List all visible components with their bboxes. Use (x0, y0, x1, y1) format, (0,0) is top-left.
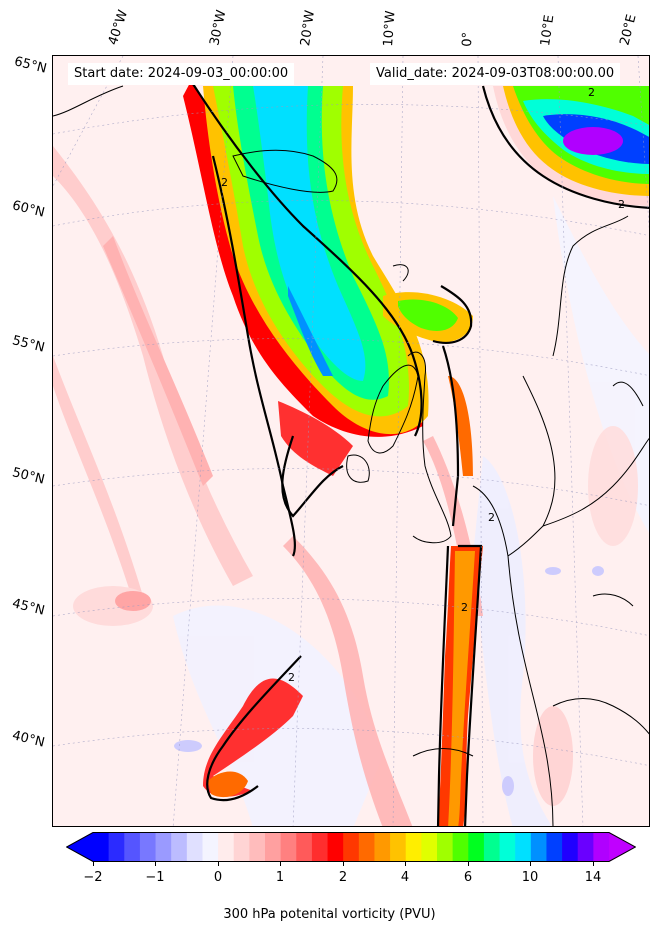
colorbar-segment (468, 832, 485, 862)
colorbar-tickmark (280, 862, 281, 866)
lat-label-50n: 50°N (10, 465, 47, 488)
colorbar-segment (374, 832, 391, 862)
colorbar-segment (483, 832, 501, 862)
start-date-label: Start date: 2024-09-03_00:00:00 (68, 63, 295, 85)
colorbar-segment (452, 832, 469, 862)
colorbar-segment (421, 832, 438, 862)
colorbar-segment (311, 832, 329, 862)
lon-label-20e: 20°E (617, 13, 640, 47)
graticule (53, 56, 649, 826)
colorbar-tickmark (468, 862, 469, 866)
colorbar-tickmark (343, 862, 344, 866)
colorbar-segment (437, 832, 454, 862)
lat-label-45n: 45°N (10, 596, 47, 619)
contour-label: 2 (288, 671, 295, 684)
contour-label: 2 (221, 176, 228, 189)
contour-labels: 2 2 2 2 2 2 (221, 86, 625, 684)
pv-map-canvas: 2 2 2 2 2 2 (53, 56, 649, 826)
contour-label: 2 (488, 511, 495, 524)
lon-label-10w: 10°W (381, 10, 399, 47)
colorbar-segment (186, 832, 203, 862)
colorbar-segment (249, 832, 266, 862)
colorbar-segment (218, 832, 235, 862)
colorbar-segment (390, 832, 407, 862)
colorbar-tick-label: 4 (400, 870, 410, 885)
colorbar-tick-label: 14 (584, 870, 602, 885)
colorbar-segment (405, 832, 422, 862)
lat-label-65n: 65°N (12, 54, 49, 77)
colorbar-tick-label: −2 (83, 870, 103, 885)
valid-date-label: Valid_date: 2024-09-03T08:00:00.00 (370, 63, 621, 85)
colorbar-overflow-arrow (609, 832, 636, 862)
colorbar-tick-label: 10 (521, 870, 539, 885)
colorbar-segment (515, 832, 532, 862)
high-pv-trough (183, 81, 649, 826)
colorbar-tick-label: 6 (463, 870, 473, 885)
lon-label-0: 0° (460, 31, 476, 47)
coastlines (53, 85, 649, 826)
pv-map: 2 2 2 2 2 2 (52, 55, 650, 827)
colorbar-segment (499, 832, 516, 862)
moderate-pv-streaks (53, 146, 638, 826)
colorbar-segment (343, 832, 360, 862)
colorbar-underflow-arrow (66, 832, 93, 862)
colorbar-tickmark (93, 862, 94, 866)
lon-label-20w: 20°W (298, 9, 318, 47)
colorbar-segment (155, 832, 172, 862)
colorbar-segment (546, 832, 563, 862)
colorbar-tick-label: 0 (213, 870, 223, 885)
colorbar-tick-label: 1 (275, 870, 285, 885)
colorbar-segment (93, 832, 110, 862)
colorbar-tickmark (593, 862, 594, 866)
lat-label-55n: 55°N (10, 333, 47, 356)
colorbar-tick-label: 2 (338, 870, 348, 885)
pv-2-contours (192, 83, 649, 826)
colorbar (66, 832, 636, 862)
colorbar-tick-label: −1 (145, 870, 165, 885)
colorbar-segment (562, 832, 579, 862)
colorbar-outline (66, 832, 636, 862)
lon-label-40w: 40°W (105, 8, 132, 47)
colorbar-segment (171, 832, 188, 862)
colorbar-tickmark (218, 862, 219, 866)
colorbar-segment (593, 832, 610, 862)
lat-label-60n: 60°N (10, 198, 47, 221)
colorbar-segment (530, 832, 547, 862)
colorbar-segment (139, 832, 157, 862)
colorbar-segment (233, 832, 250, 862)
colorbar-segment (296, 832, 313, 862)
colorbar-segment (265, 832, 282, 862)
colorbar-tickmark (405, 862, 406, 866)
colorbar-tickmark (155, 862, 156, 866)
lat-label-40n: 40°N (10, 728, 47, 751)
colorbar-segment (202, 832, 219, 862)
contour-label: 2 (461, 601, 468, 614)
colorbar-label: 300 hPa potenital vorticity (PVU) (223, 907, 436, 922)
colorbar-segment (108, 832, 125, 862)
colorbar-segment (358, 832, 375, 862)
contour-label: 2 (588, 86, 595, 99)
colorbar-segment (280, 832, 297, 862)
colorbar-tickmark (530, 862, 531, 866)
contour-label: 2 (618, 198, 625, 211)
colorbar-segment (577, 832, 594, 862)
lon-label-10e: 10°E (538, 13, 558, 47)
colorbar-segment (124, 832, 141, 862)
colorbar-segment (327, 832, 344, 862)
lon-label-30w: 30°W (207, 8, 230, 47)
